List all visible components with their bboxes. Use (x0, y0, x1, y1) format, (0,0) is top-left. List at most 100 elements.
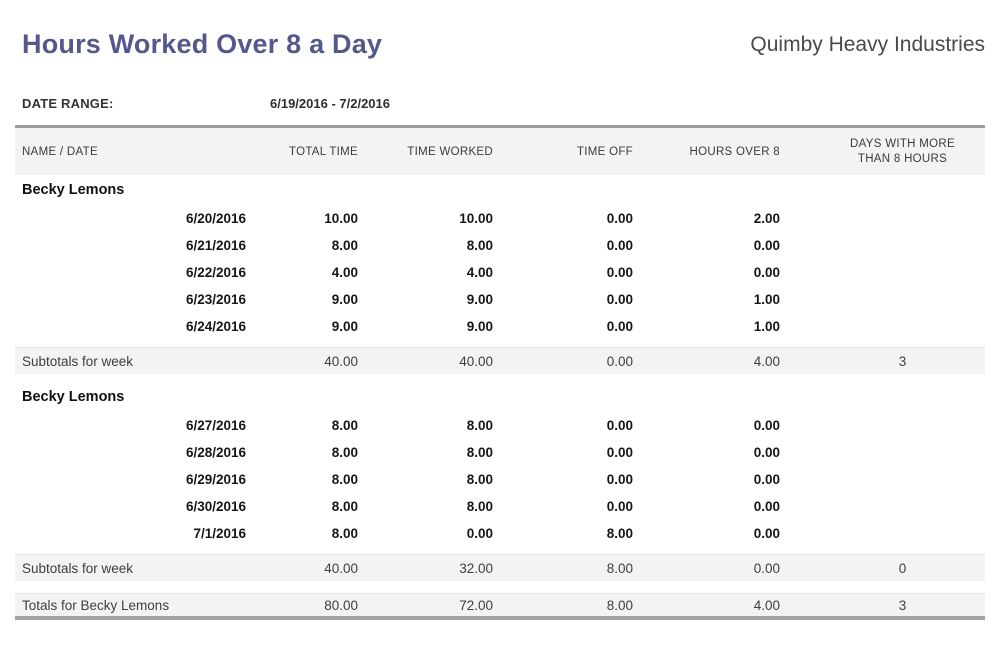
time-worked-cell: 8.00 (466, 472, 493, 488)
time-off-cell: 8.00 (606, 597, 633, 613)
total-time-cell: 40.00 (324, 560, 358, 576)
time-off-cell: 0.00 (606, 418, 633, 434)
total-time-cell: 8.00 (331, 238, 358, 254)
time-worked-cell: 8.00 (466, 418, 493, 434)
date-range-value: 6/19/2016 - 7/2/2016 (270, 96, 390, 112)
days-over-8-cell: 3 (898, 597, 907, 613)
total-time-cell: 9.00 (331, 319, 358, 335)
table-row: 6/20/2016 10.00 10.00 0.00 2.00 (15, 205, 985, 232)
time-off-cell: 0.00 (606, 353, 633, 369)
table-row: 7/1/2016 8.00 0.00 8.00 0.00 (15, 520, 985, 547)
table-row: 6/30/2016 8.00 8.00 0.00 0.00 (15, 493, 985, 520)
column-header-total-time: TOTAL TIME (288, 145, 358, 158)
date-range-row: DATE RANGE: 6/19/2016 - 7/2/2016 (22, 96, 1000, 111)
column-header-name-date: NAME / DATE (22, 145, 98, 158)
hours-over-8-cell: 0.00 (753, 526, 780, 542)
hours-over-8-cell: 0.00 (753, 560, 780, 576)
date-cell: 6/30/2016 (185, 499, 246, 515)
table-row: 6/28/2016 8.00 8.00 0.00 0.00 (15, 439, 985, 466)
subtotal-row: Subtotals for week 40.00 40.00 0.00 4.00 3 (15, 347, 985, 375)
total-time-cell: 8.00 (331, 472, 358, 488)
date-cell: 7/1/2016 (193, 526, 246, 542)
column-header-time-off: TIME OFF (576, 145, 633, 158)
column-header-time-worked: TIME WORKED (407, 145, 493, 158)
employee-group-row: Becky Lemons (15, 175, 985, 205)
total-time-cell: 4.00 (331, 265, 358, 281)
table-row: 6/27/2016 8.00 8.00 0.00 0.00 (15, 412, 985, 439)
time-off-cell: 0.00 (606, 238, 633, 254)
date-cell: 6/23/2016 (185, 292, 246, 308)
date-cell: 6/20/2016 (185, 211, 246, 227)
column-header-hours-over-8: HOURS OVER 8 (689, 145, 780, 158)
time-off-cell: 0.00 (606, 319, 633, 335)
time-worked-cell: 4.00 (466, 265, 493, 281)
time-worked-cell: 9.00 (466, 292, 493, 308)
time-worked-cell: 32.00 (459, 560, 493, 576)
table-row: 6/23/2016 9.00 9.00 0.00 1.00 (15, 286, 985, 313)
totals-row: Totals for Becky Lemons 80.00 72.00 8.00 4.0… (15, 593, 985, 621)
table-row: 6/22/2016 4.00 4.00 0.00 0.00 (15, 259, 985, 286)
column-header-days-over-8: DAYS WITH MORE THAN 8 HOURS (850, 137, 955, 165)
report-header: Hours Worked Over 8 a Day Quimby Heavy I… (0, 0, 1000, 60)
time-worked-cell: 40.00 (459, 353, 493, 369)
time-off-cell: 0.00 (606, 472, 633, 488)
hours-over-8-cell: 1.00 (753, 292, 780, 308)
hours-over-8-cell: 0.00 (753, 472, 780, 488)
employee-name: Becky Lemons (22, 182, 125, 199)
total-time-cell: 80.00 (324, 597, 358, 613)
days-over-8-cell: 3 (898, 353, 907, 369)
hours-over-8-cell: 0.00 (753, 445, 780, 461)
date-cell: 6/27/2016 (185, 418, 246, 434)
hours-over-8-cell: 2.00 (753, 211, 780, 227)
total-time-cell: 8.00 (331, 526, 358, 542)
total-time-cell: 8.00 (331, 499, 358, 515)
total-time-cell: 40.00 (324, 353, 358, 369)
date-cell: 6/29/2016 (185, 472, 246, 488)
time-off-cell: 0.00 (606, 499, 633, 515)
total-time-cell: 8.00 (331, 445, 358, 461)
date-cell: 6/21/2016 (185, 238, 246, 254)
time-worked-cell: 10.00 (459, 211, 493, 227)
time-worked-cell: 0.00 (466, 526, 493, 542)
hours-over-8-cell: 4.00 (753, 597, 780, 613)
time-worked-cell: 72.00 (459, 597, 493, 613)
table-row: 6/21/2016 8.00 8.00 0.00 0.00 (15, 232, 985, 259)
employee-group-row: Becky Lemons (15, 382, 985, 412)
hours-over-8-cell: 0.00 (753, 265, 780, 281)
hours-over-8-cell: 1.00 (753, 319, 780, 335)
table-row: 6/29/2016 8.00 8.00 0.00 0.00 (15, 466, 985, 493)
report-table-body: Becky Lemons 6/20/2016 10.00 10.00 0.00 2.00 6… (15, 175, 985, 621)
time-off-cell: 0.00 (606, 211, 633, 227)
subtotal-label: Subtotals for week (22, 353, 134, 369)
company-name: Quimby Heavy Industries (750, 33, 985, 56)
time-worked-cell: 8.00 (466, 238, 493, 254)
time-worked-cell: 8.00 (466, 499, 493, 515)
subtotal-label: Subtotals for week (22, 560, 134, 576)
totals-label: Totals for Becky Lemons (22, 597, 170, 613)
table-header-row: NAME / DATE TOTAL TIME TIME WORKED TIME … (15, 128, 985, 176)
days-over-8-cell: 0 (898, 560, 907, 576)
table-row: 6/24/2016 9.00 9.00 0.00 1.00 (15, 313, 985, 340)
time-worked-cell: 8.00 (466, 445, 493, 461)
time-off-cell: 0.00 (606, 265, 633, 281)
time-off-cell: 0.00 (606, 292, 633, 308)
total-time-cell: 9.00 (331, 292, 358, 308)
hours-over-8-cell: 0.00 (753, 238, 780, 254)
total-time-cell: 8.00 (331, 418, 358, 434)
hours-over-8-cell: 0.00 (753, 499, 780, 515)
date-cell: 6/22/2016 (185, 265, 246, 281)
hours-over-8-cell: 0.00 (753, 418, 780, 434)
hours-over-8-cell: 4.00 (753, 353, 780, 369)
date-cell: 6/24/2016 (185, 319, 246, 335)
time-off-cell: 8.00 (606, 560, 633, 576)
subtotal-row: Subtotals for week 40.00 32.00 8.00 0.00 0 (15, 554, 985, 582)
employee-name: Becky Lemons (22, 389, 125, 406)
date-cell: 6/28/2016 (185, 445, 246, 461)
report-table: NAME / DATE TOTAL TIME TIME WORKED TIME … (15, 125, 985, 621)
time-worked-cell: 9.00 (466, 319, 493, 335)
page-title: Hours Worked Over 8 a Day (22, 29, 383, 59)
time-off-cell: 8.00 (606, 526, 633, 542)
time-off-cell: 0.00 (606, 445, 633, 461)
date-range-label: DATE RANGE: (22, 96, 114, 112)
